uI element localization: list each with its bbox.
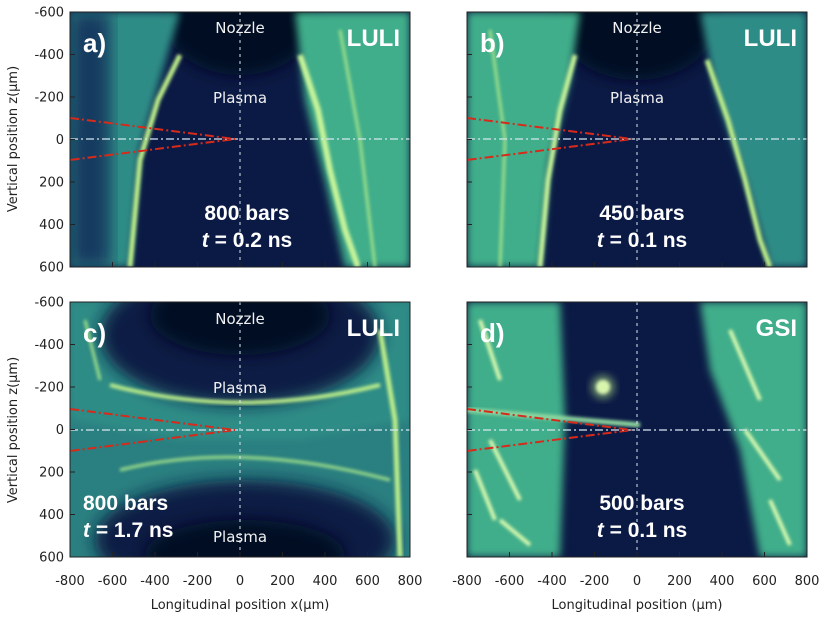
panel-c-pressure: 800 bars	[83, 492, 168, 515]
panel-b-laser-cone	[466, 117, 633, 161]
x-tick-label: 800	[795, 574, 820, 589]
x-tick-label: -600	[98, 574, 128, 589]
y-tick-label: 0	[56, 423, 64, 438]
x-tick-label: 600	[752, 574, 777, 589]
x-tick-label: -800	[55, 574, 85, 589]
panel-b-time-val: = 0.1 ns	[604, 229, 687, 252]
panel-a-time-var: t	[202, 229, 210, 252]
panel-a-laser-cone	[69, 117, 236, 161]
panel-d-time-var: t	[597, 519, 605, 542]
panel-a-time-val: = 0.2 ns	[209, 229, 292, 252]
x-tick-label: 800	[398, 574, 423, 589]
y-tick-label: 600	[39, 261, 64, 276]
x-tick-label: 0	[236, 574, 244, 589]
x-tick-label: -400	[140, 574, 170, 589]
panel-a-time: t = 0.2 ns	[202, 229, 292, 252]
panel-d-time: t = 0.1 ns	[597, 519, 687, 542]
panel-c-tag: c)	[83, 318, 106, 348]
tick-labels: -600 -400 -200 0 200 400 600 -600 -400 -200 0 200 40…	[34, 6, 819, 590]
x-tick-label: 200	[667, 574, 692, 589]
panel-a-source: LULI	[347, 25, 400, 52]
panel-d-source: GSI	[756, 315, 797, 342]
y-tick-label: 400	[39, 218, 64, 233]
x-tick-label: 200	[270, 574, 295, 589]
panel-b-tag: b)	[480, 28, 505, 58]
panel-b-plasma-label: Plasma	[610, 89, 664, 107]
panel-b-pressure: 450 bars	[599, 202, 684, 225]
panel-c-time-val: = 1.7 ns	[90, 519, 173, 542]
y-tick-label: 0	[56, 133, 64, 148]
x-tick-label: -400	[537, 574, 567, 589]
panel-c-laser-cone	[69, 408, 236, 452]
panel-b-nozzle-label: Nozzle	[612, 19, 662, 37]
panel-b-time-var: t	[597, 229, 605, 252]
panel-c: c) LULI Nozzle Plasma Plasma 800 bars t …	[69, 301, 411, 558]
y-tick-label: -400	[34, 338, 64, 353]
y-axis-label-bottom: Vertical position z(µm)	[6, 357, 21, 503]
x-tick-label: 0	[633, 574, 641, 589]
panel-c-nozzle-label: Nozzle	[215, 310, 265, 328]
x-tick-label: -800	[452, 574, 482, 589]
x-axis-label-right: Longitudinal position (µm)	[552, 598, 723, 613]
panel-b-source: LULI	[744, 25, 797, 52]
y-tick-label: -400	[34, 48, 64, 63]
panel-a-tag: a)	[83, 28, 106, 58]
x-tick-label: 400	[313, 574, 338, 589]
x-axis-label-left: Longitudinal position x(µm)	[151, 598, 330, 613]
panel-a-nozzle-label: Nozzle	[215, 19, 265, 37]
panel-c-plasma-label: Plasma	[213, 379, 267, 397]
panel-c-source: LULI	[347, 315, 400, 342]
y-tick-label: -200	[34, 91, 64, 106]
panel-c-time: t = 1.7 ns	[83, 519, 173, 542]
panel-c-plasma-label-lower: Plasma	[213, 528, 267, 546]
panel-a-pressure: 800 bars	[204, 202, 289, 225]
y-tick-label: -600	[34, 6, 64, 21]
panel-a: a) LULI Nozzle Plasma 800 bars t = 0.2 n…	[69, 11, 411, 268]
y-tick-label: 200	[39, 466, 64, 481]
panel-d-pressure: 500 bars	[599, 492, 684, 515]
panel-d-time-val: = 0.1 ns	[604, 519, 687, 542]
panel-d-tag: d)	[480, 318, 505, 348]
x-tick-label: 400	[710, 574, 735, 589]
panel-d-laser-cone	[466, 408, 633, 452]
panel-a-plasma-label: Plasma	[213, 89, 267, 107]
panel-b-time: t = 0.1 ns	[597, 229, 687, 252]
y-tick-label: -200	[34, 381, 64, 396]
y-tick-label: -600	[34, 296, 64, 311]
y-tick-label: 400	[39, 508, 64, 523]
panel-c-time-var: t	[83, 519, 91, 542]
y-tick-label: 200	[39, 176, 64, 191]
x-tick-label: 600	[355, 574, 380, 589]
y-axis-label-top: Vertical position z(µm)	[6, 66, 21, 212]
x-tick-label: -200	[580, 574, 610, 589]
x-tick-label: -600	[495, 574, 525, 589]
x-tick-label: -200	[183, 574, 213, 589]
y-tick-label: 600	[39, 551, 64, 566]
panel-b: b) LULI Nozzle Plasma 450 bars t = 0.1 n…	[466, 11, 808, 268]
panel-d: d) GSI 500 bars t = 0.1 ns	[466, 301, 808, 558]
